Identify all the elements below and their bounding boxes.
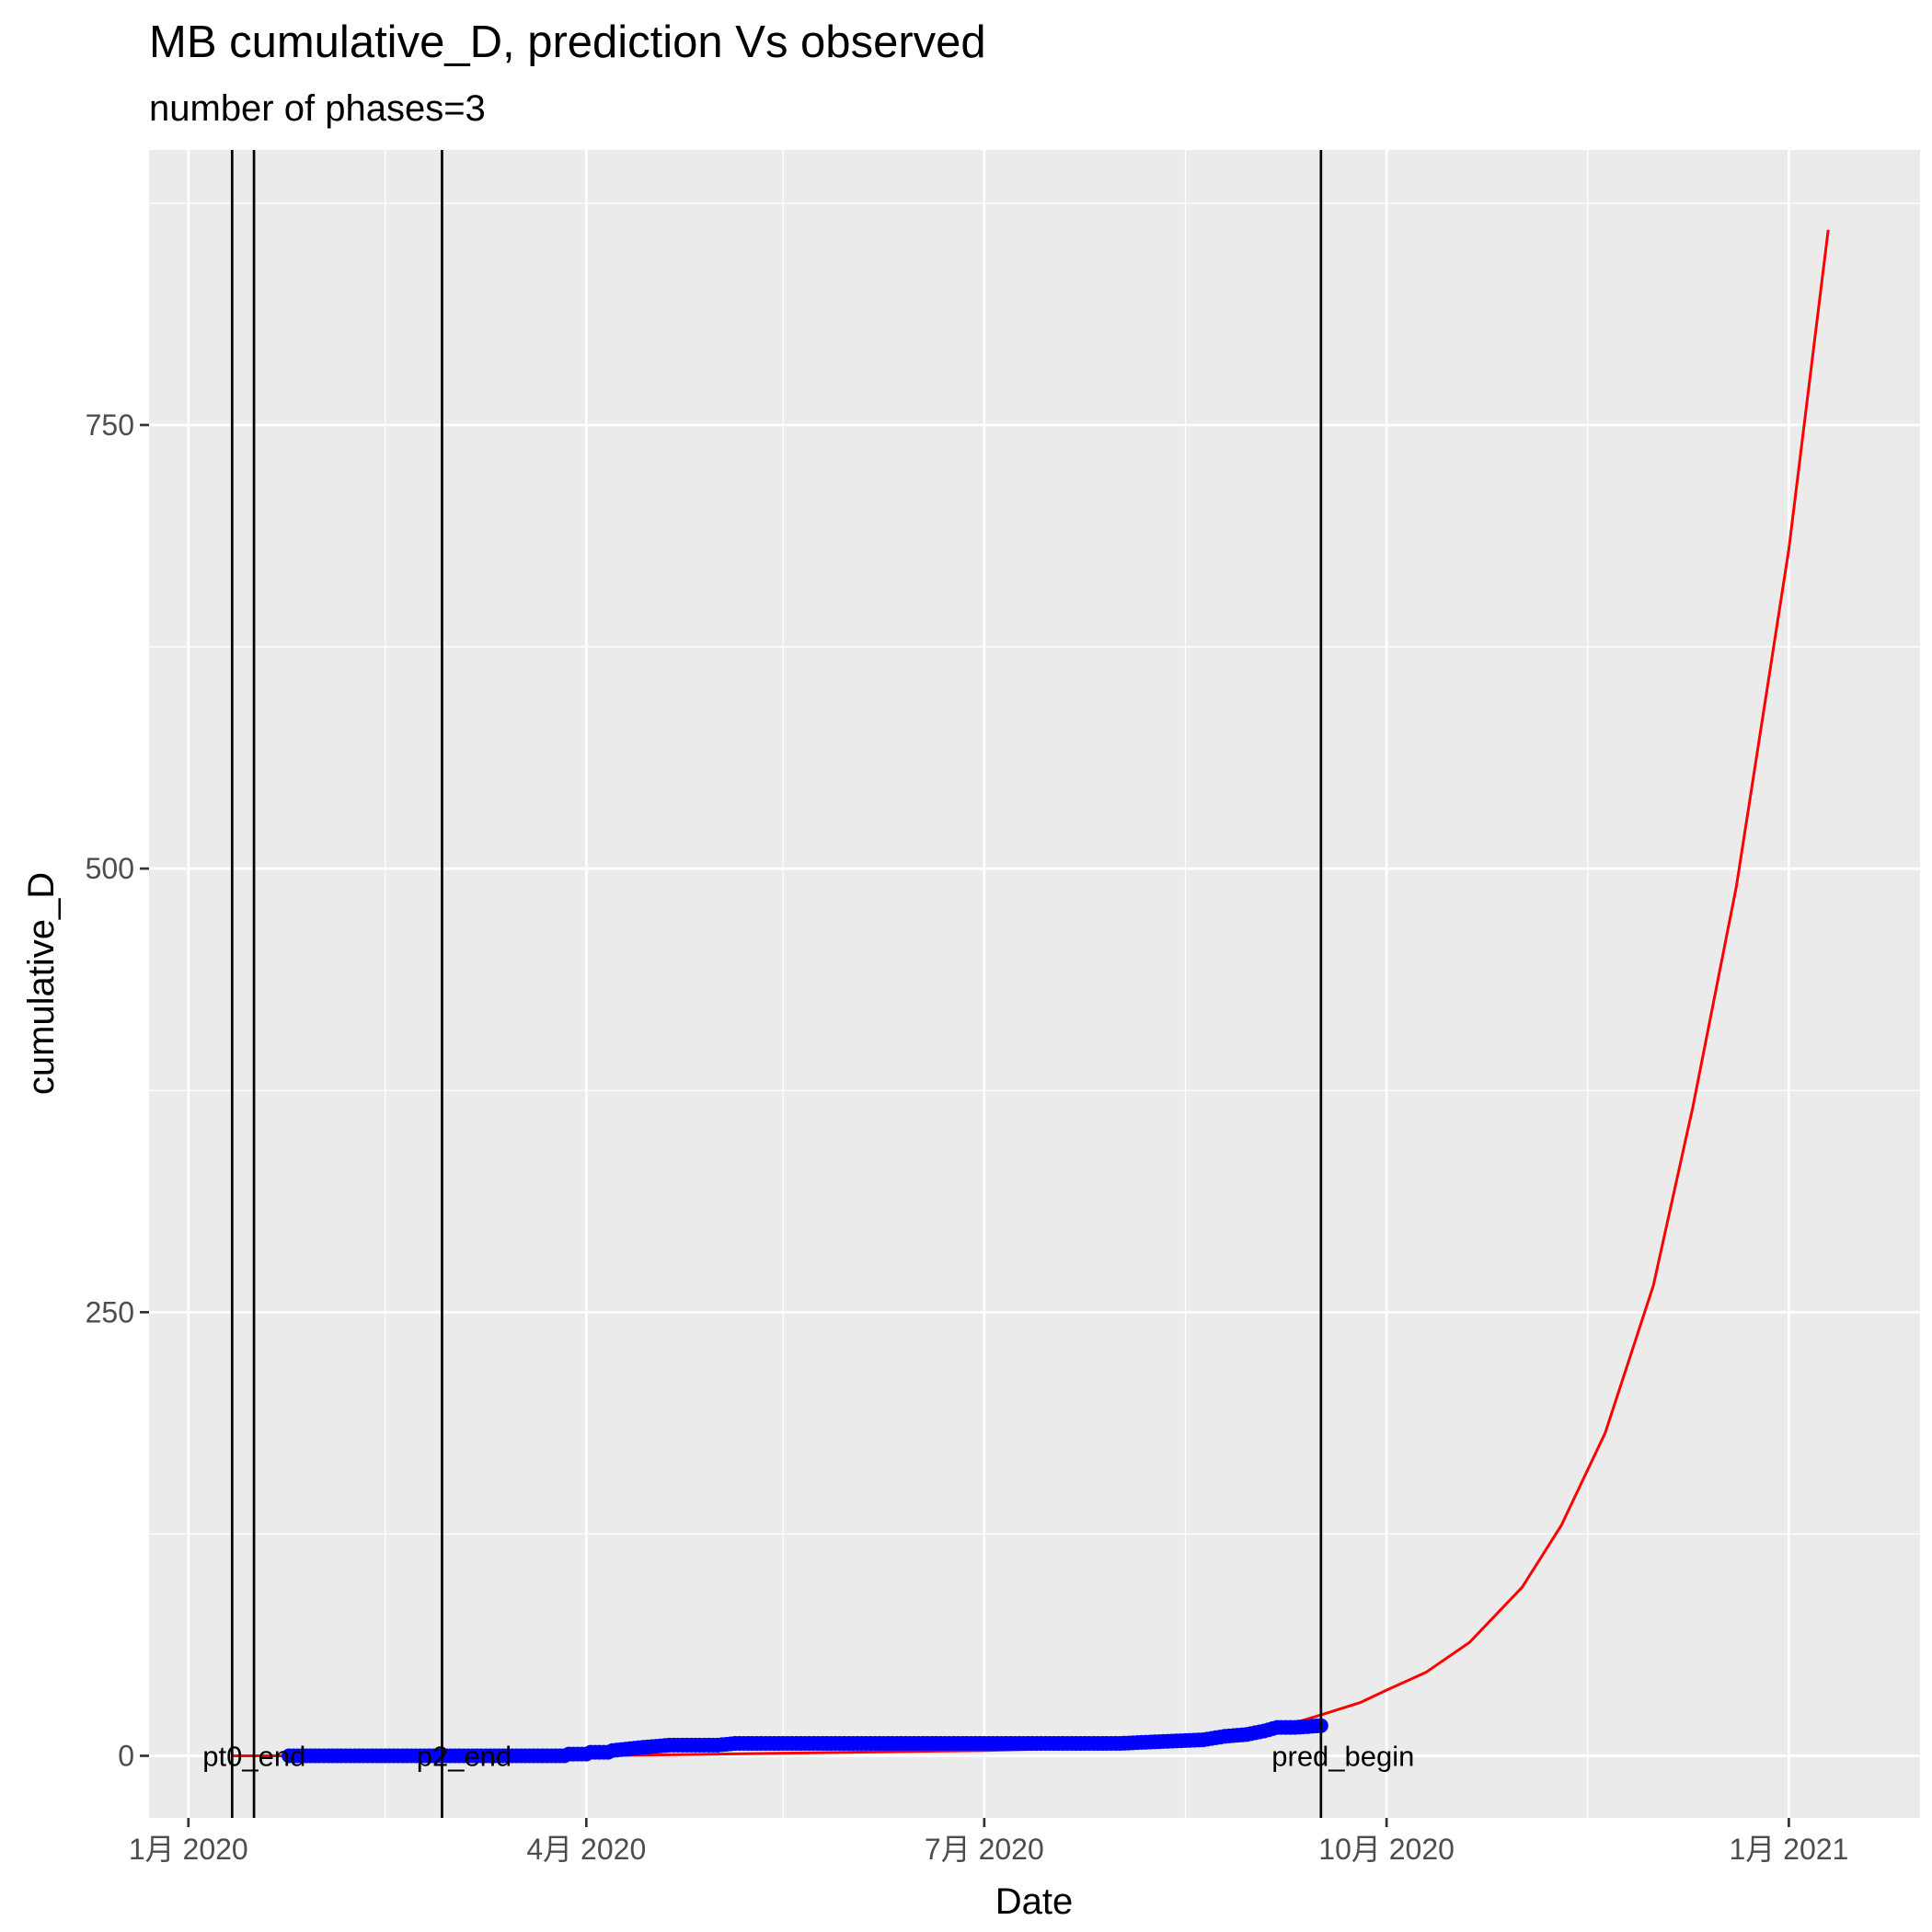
observed-series <box>282 1718 1328 1764</box>
x-axis-title: Date <box>995 1881 1074 1922</box>
phase-lines: pt0_end p2_end pred_begin <box>202 150 1414 1818</box>
x-tick-label: 4月 2020 <box>526 1833 646 1866</box>
y-tick-label: 750 <box>86 408 134 442</box>
y-axis-title: cumulative_D <box>21 872 62 1095</box>
axes: 1月 2020 4月 2020 7月 2020 10月 2020 1月 2021 0 250… <box>86 408 1849 1866</box>
chart-title: MB cumulative_D, prediction Vs observed <box>149 17 986 67</box>
y-tick-label: 500 <box>86 852 134 885</box>
phase-line-label: pred_begin <box>1271 1740 1414 1772</box>
prediction-series <box>232 229 1830 1757</box>
x-tick-label: 10月 2020 <box>1318 1833 1455 1866</box>
x-tick-label: 1月 2020 <box>129 1833 248 1866</box>
phase-line-label: p2_end <box>417 1740 512 1772</box>
chart-subtitle: number of phases=3 <box>149 88 486 129</box>
plot-panel <box>149 150 1920 1818</box>
x-tick-label: 1月 2021 <box>1729 1833 1848 1866</box>
x-tick-label: 7月 2020 <box>925 1833 1044 1866</box>
y-tick-label: 250 <box>86 1295 134 1328</box>
prediction-line <box>232 229 1830 1757</box>
y-tick-label: 0 <box>118 1739 134 1772</box>
minor-gridlines <box>149 150 1920 1818</box>
